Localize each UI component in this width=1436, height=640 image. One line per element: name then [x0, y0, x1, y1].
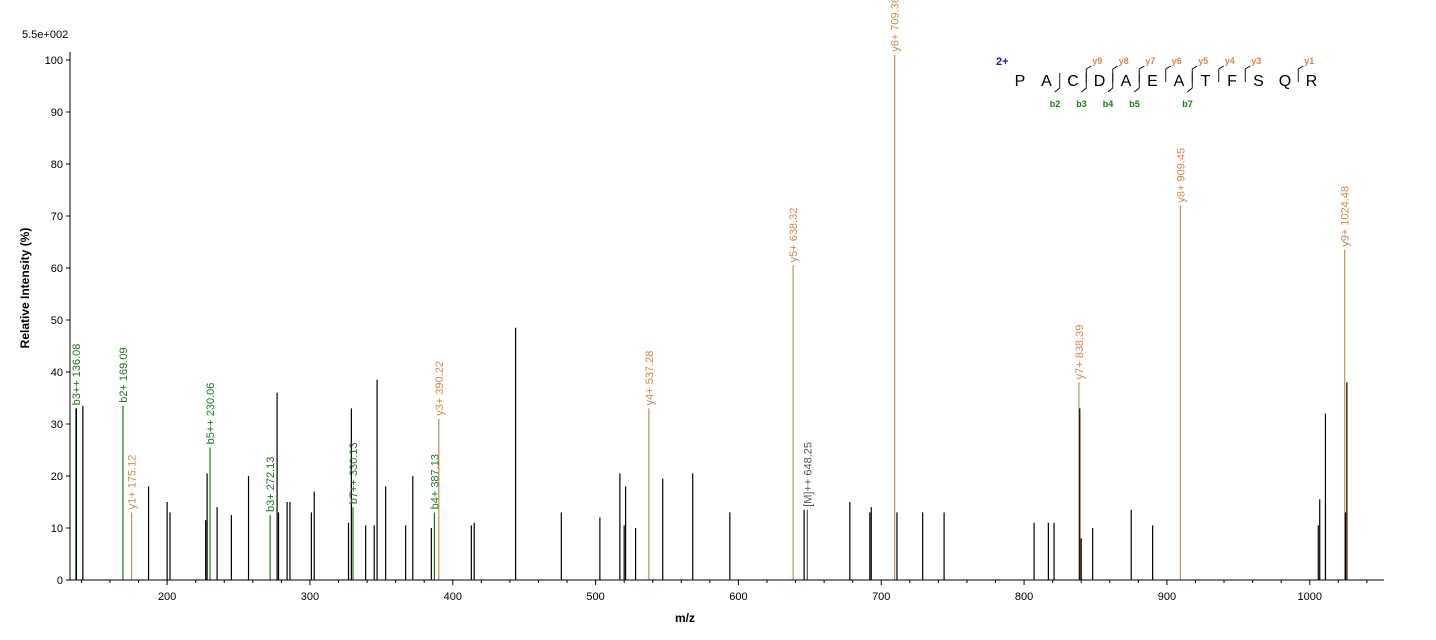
peak-labels: b3++ 136.08 b2+ 169.09 y1+ 175.12 b5++ 230.…	[71, 0, 1352, 512]
sequence-residue: F	[1227, 73, 1237, 90]
sequence-residue: Q	[1279, 73, 1291, 90]
y-axis: 0 10 20 30 40 50 60 70 80 90 100	[45, 55, 70, 587]
b-ion-label: b7	[1182, 99, 1193, 109]
b-ion-label: b3	[1076, 99, 1087, 109]
peak-label: b2+ 169.09	[118, 347, 130, 402]
y-ion-bracket	[1138, 65, 1145, 82]
x-tick-label: 500	[586, 591, 604, 603]
x-tick-label: 400	[444, 591, 462, 603]
x-axis: 200 300 400 500 600 700 800 900 1000	[80, 580, 1368, 603]
y-ion-bracket	[1244, 65, 1251, 82]
sequence-residue: D	[1094, 73, 1106, 90]
y-ion-label: y3	[1251, 56, 1261, 66]
y-ion-label: y8	[1119, 56, 1129, 66]
sequence-residue: C	[1067, 73, 1079, 90]
b-ion-bracket	[1107, 73, 1114, 93]
peak-label: b3+ 272.13	[265, 457, 277, 512]
y-tick-label: 60	[51, 263, 63, 275]
y-ion-bracket	[1191, 65, 1198, 82]
x-tick-label: 600	[729, 591, 747, 603]
y-ion-label: y4	[1225, 56, 1235, 66]
y-ion-label: y1	[1304, 56, 1314, 66]
peak-label: y3+ 390.22	[434, 361, 446, 416]
y-ion-bracket	[1218, 65, 1224, 82]
y-tick-label: 30	[51, 419, 63, 431]
x-axis-title: m/z	[675, 611, 695, 625]
y-tick-label: 40	[51, 367, 63, 379]
y-tick-label: 50	[51, 315, 63, 327]
peak-label: b7++ 330.13	[348, 442, 360, 504]
x-tick-label: 200	[158, 591, 176, 603]
b-ion-label: b4	[1103, 99, 1114, 109]
sequence-residue: A	[1041, 73, 1052, 90]
peak-label: y5+ 638.32	[788, 208, 800, 263]
y-ion-label: y5	[1198, 56, 1208, 66]
x-tick-label: 1000	[1297, 591, 1321, 603]
y-ion-label: y7	[1145, 56, 1155, 66]
b-ion-bracket	[1186, 73, 1193, 93]
y-ion-bracket	[1297, 65, 1304, 82]
y-tick-label: 10	[51, 523, 63, 535]
y-ion-bracket	[1112, 65, 1118, 82]
y-ion-bracket	[1085, 65, 1092, 82]
b-ion-bracket	[1054, 73, 1061, 93]
y-ion-label: y9	[1092, 56, 1102, 66]
y-tick-label: 80	[51, 159, 63, 171]
y-tick-label: 90	[51, 107, 63, 119]
b-ion-bracket	[1133, 73, 1140, 93]
y-tick-label: 0	[57, 575, 63, 587]
sequence-residue: T	[1201, 73, 1211, 90]
peak-label: [M]++ 648.25	[802, 442, 814, 507]
x-tick-label: 700	[872, 591, 890, 603]
peak-label: y4+ 537.28	[644, 351, 656, 406]
peak-label: b3++ 136.08	[71, 344, 83, 406]
y-ion-bracket	[1165, 65, 1171, 82]
peak-label: y7+ 838.39	[1074, 325, 1086, 380]
x-tick-label: 300	[301, 591, 319, 603]
y-axis-title: Relative Intensity (%)	[18, 228, 32, 349]
sequence-residue: E	[1147, 73, 1158, 90]
y-tick-label: 100	[45, 55, 63, 67]
sequence-residue: S	[1253, 73, 1264, 90]
sequence-residue: R	[1306, 73, 1318, 90]
y-tick-label: 70	[51, 211, 63, 223]
peak-label: b4+ 387.13	[429, 454, 441, 509]
b-ion-bracket	[1080, 73, 1087, 93]
x-tick-label: 800	[1015, 591, 1033, 603]
peak-label: y8+ 909.45	[1175, 148, 1187, 203]
peak-label: y9+ 1024.48	[1340, 186, 1352, 247]
scale-label: 5.5e+002	[22, 29, 68, 41]
peak-label: b5++ 230.06	[205, 383, 217, 445]
sequence-residue: P	[1015, 73, 1026, 90]
peak-label: y6+ 709.36	[890, 0, 902, 52]
sequence-residue: A	[1174, 73, 1185, 90]
y-ion-label: y6	[1172, 56, 1182, 66]
peaks	[75, 54, 1348, 580]
b-ion-label: b2	[1050, 99, 1061, 109]
y-tick-label: 20	[51, 471, 63, 483]
peak-label: y1+ 175.12	[127, 455, 139, 510]
charge-label: 2+	[996, 56, 1009, 68]
b-ion-label: b5	[1129, 99, 1140, 109]
x-tick-label: 900	[1158, 591, 1176, 603]
sequence-residue: A	[1121, 73, 1132, 90]
